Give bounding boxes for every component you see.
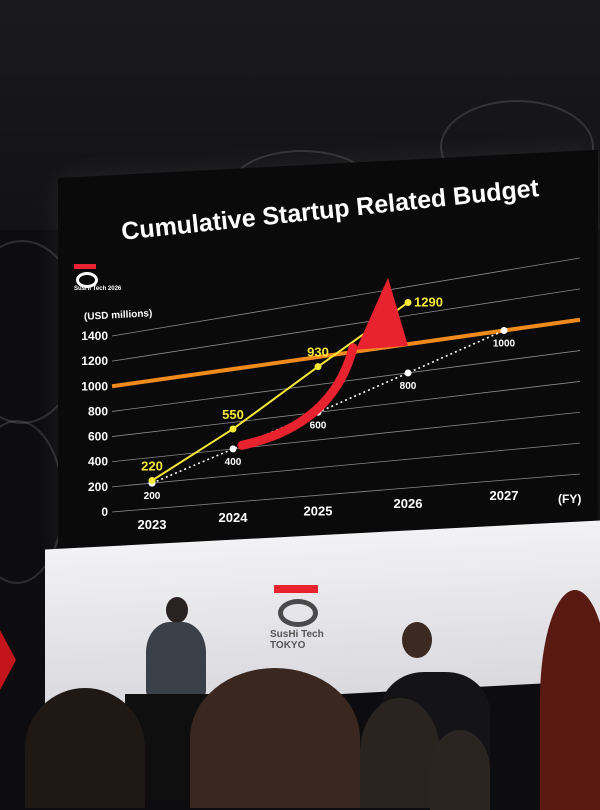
audience-head	[190, 668, 360, 808]
speaker-head	[166, 597, 188, 623]
speaker	[146, 622, 206, 698]
data-point-dotted	[404, 369, 412, 377]
gridline	[111, 411, 581, 463]
data-label-solid: 550	[222, 407, 244, 422]
gridline	[111, 350, 581, 412]
data-label-solid: 930	[307, 345, 329, 360]
data-point-solid	[314, 363, 322, 371]
data-point-solid	[229, 425, 237, 433]
y-tick-label: 200	[88, 480, 108, 494]
y-tick-label: 0	[101, 505, 108, 519]
audience-head	[540, 590, 600, 810]
brand-text: SusHi Tech TOKYO	[270, 629, 324, 651]
data-point-dotted	[229, 445, 237, 453]
brand-text-line-1: SusHi Tech	[270, 629, 324, 640]
data-label-dotted: 1000	[493, 339, 516, 350]
x-tick-label: 2023	[138, 517, 167, 532]
red-flag	[0, 630, 16, 690]
growth-arrow-shaft	[237, 343, 358, 450]
data-point-solid	[148, 477, 156, 485]
x-tick-label: 2026	[394, 496, 423, 511]
y-tick-label: 1400	[81, 329, 108, 343]
data-label-solid: 220	[141, 459, 163, 474]
brand-logo: SusHi Tech TOKYO	[270, 585, 326, 655]
x-tick-label: 2025	[304, 503, 333, 518]
brand-text-line-2: TOKYO	[270, 640, 306, 651]
data-point-solid	[404, 298, 412, 306]
audience-head	[360, 698, 440, 808]
x-axis-label: (FY)	[558, 492, 582, 506]
presenter-head	[402, 622, 432, 658]
gridline	[111, 442, 581, 488]
gridline	[111, 288, 581, 362]
x-tick-label: 2027	[490, 488, 519, 503]
audience-head	[430, 730, 490, 810]
y-tick-label: 1000	[81, 379, 108, 393]
y-tick-label: 400	[88, 455, 108, 469]
data-label-solid: 1290	[414, 294, 443, 309]
data-label-dotted: 400	[225, 457, 242, 468]
data-label-dotted: 800	[400, 381, 417, 392]
audience-head	[25, 688, 145, 808]
gridline	[111, 257, 581, 337]
event-logo: SusHi Tech 2026	[74, 264, 121, 302]
data-label-dotted: 200	[144, 491, 161, 502]
y-tick-label: 1200	[81, 354, 108, 368]
gridline	[111, 381, 581, 437]
data-label-dotted: 600	[310, 420, 327, 431]
logo-text: SusHi Tech 2026	[74, 286, 122, 292]
data-point-dotted	[500, 327, 508, 335]
growth-arrow-head	[356, 277, 408, 350]
y-tick-label: 600	[88, 430, 108, 444]
x-tick-label: 2024	[219, 510, 249, 525]
y-tick-label: 800	[88, 404, 108, 418]
gridline	[111, 473, 581, 513]
